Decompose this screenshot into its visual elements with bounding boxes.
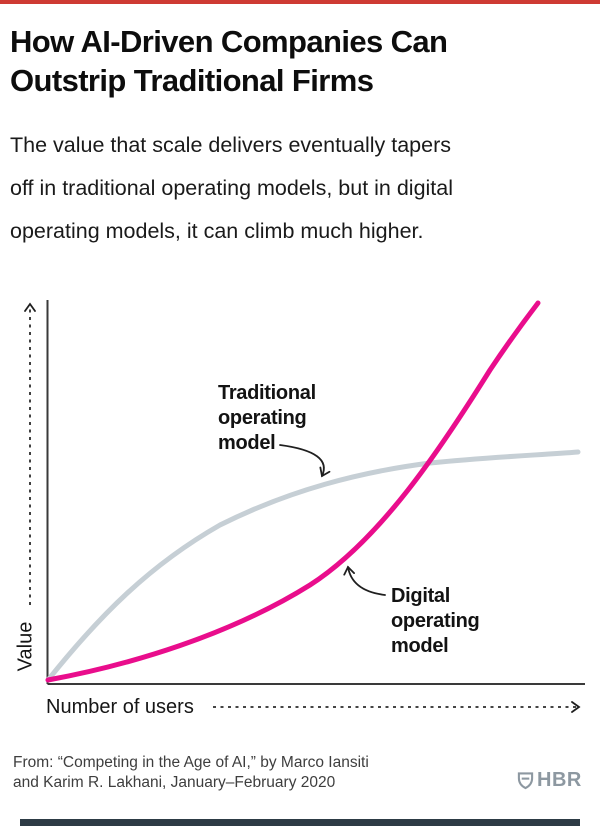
digital-curve — [45, 300, 541, 683]
top-accent-rule — [0, 0, 600, 4]
subtitle-line-2: off in traditional operating models, but… — [10, 176, 454, 200]
hbr-logo-text: HBR — [537, 769, 582, 791]
y-axis-label: Value — [14, 621, 37, 672]
annotation-traditional-label: Traditional operating model — [218, 382, 316, 454]
subtitle-line-3: operating models, it can climb much high… — [10, 219, 424, 243]
title-line-1: How AI-Driven Companies Can — [10, 24, 448, 59]
annotation-digital-label: Digital operating model — [391, 585, 480, 657]
x-axis-label: Number of users — [46, 696, 194, 718]
source-line-1: From: “Competing in the Age of AI,” by M… — [13, 754, 369, 771]
value-vs-users-chart: Traditional operating model Digital oper… — [0, 290, 600, 720]
bottom-bar — [20, 819, 580, 826]
hbr-logo: HBR — [517, 769, 582, 792]
chart-canvas — [24, 300, 585, 713]
traditional-curve — [45, 449, 581, 683]
subtitle-line-1: The value that scale delivers eventually… — [10, 133, 451, 157]
traditional-pointer-arrow — [279, 444, 331, 478]
source-note: From: “Competing in the Age of AI,” by M… — [13, 753, 369, 793]
subtitle: The value that scale delivers eventually… — [10, 124, 453, 253]
source-line-2: and Karim R. Lakhani, January–February 2… — [13, 774, 336, 791]
digital-pointer-arrow — [343, 565, 386, 596]
hbr-shield-icon — [517, 772, 534, 790]
page-title: How AI-Driven Companies Can Outstrip Tra… — [10, 22, 448, 100]
title-line-2: Outstrip Traditional Firms — [10, 63, 374, 98]
